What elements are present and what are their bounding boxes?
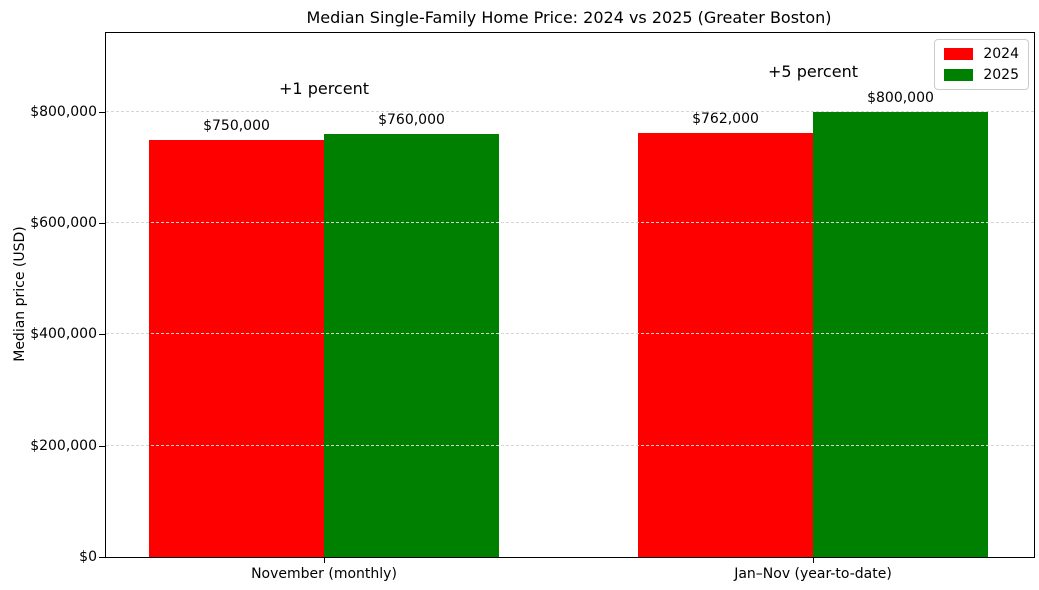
y-gridline: [106, 333, 1034, 335]
y-tick-label: $800,000: [30, 103, 97, 120]
bar-2024-1: [638, 133, 813, 557]
x-tick-label: Jan–Nov (year-to-date): [734, 566, 892, 582]
x-tick-mark: [813, 557, 814, 563]
value-label-2025-1: $800,000: [867, 89, 934, 106]
x-tick-mark: [324, 557, 325, 563]
y-gridline: [106, 222, 1034, 224]
bar-2025-1: [813, 111, 988, 557]
bar-2025-0: [324, 134, 499, 557]
legend-label-2024: 2024: [983, 46, 1019, 62]
y-tick-mark: [99, 111, 106, 113]
y-tick-mark: [99, 557, 106, 558]
value-label-2025-0: $760,000: [378, 112, 445, 129]
legend-swatch-2024: [944, 48, 974, 60]
y-tick-label: $600,000: [30, 215, 97, 232]
value-label-2024-0: $750,000: [203, 117, 270, 134]
y-gridline: [106, 110, 1034, 112]
y-tick-label: $0: [79, 549, 97, 565]
plot-area: $0 $200,000 $400,000 $600,000 $800,000 Novemb…: [30, 32, 1035, 582]
value-label-2024-1: $762,000: [692, 111, 759, 128]
y-tick-mark: [99, 334, 106, 336]
y-tick-label: $200,000: [30, 437, 97, 454]
x-tick-label: November (monthly): [251, 566, 397, 582]
legend-label-2025: 2025: [983, 67, 1019, 83]
chart-title: Median Single-Family Home Price: 2024 vs…: [306, 8, 832, 27]
y-gridline: [106, 444, 1034, 446]
legend-item-2025: 2025: [944, 68, 1019, 82]
y-tick-mark: [99, 223, 106, 225]
y-tick-label: $400,000: [30, 326, 97, 343]
y-axis-label: Median price (USD): [12, 226, 28, 362]
legend-swatch-2025: [944, 69, 974, 81]
legend-item-2024: 2024: [944, 47, 1019, 61]
legend: 2024 2025: [934, 39, 1029, 90]
bar-2024-0: [149, 139, 324, 557]
annotation-1: +5 percent: [768, 61, 858, 81]
y-tick-mark: [99, 445, 106, 447]
annotation-0: +1 percent: [279, 79, 369, 99]
